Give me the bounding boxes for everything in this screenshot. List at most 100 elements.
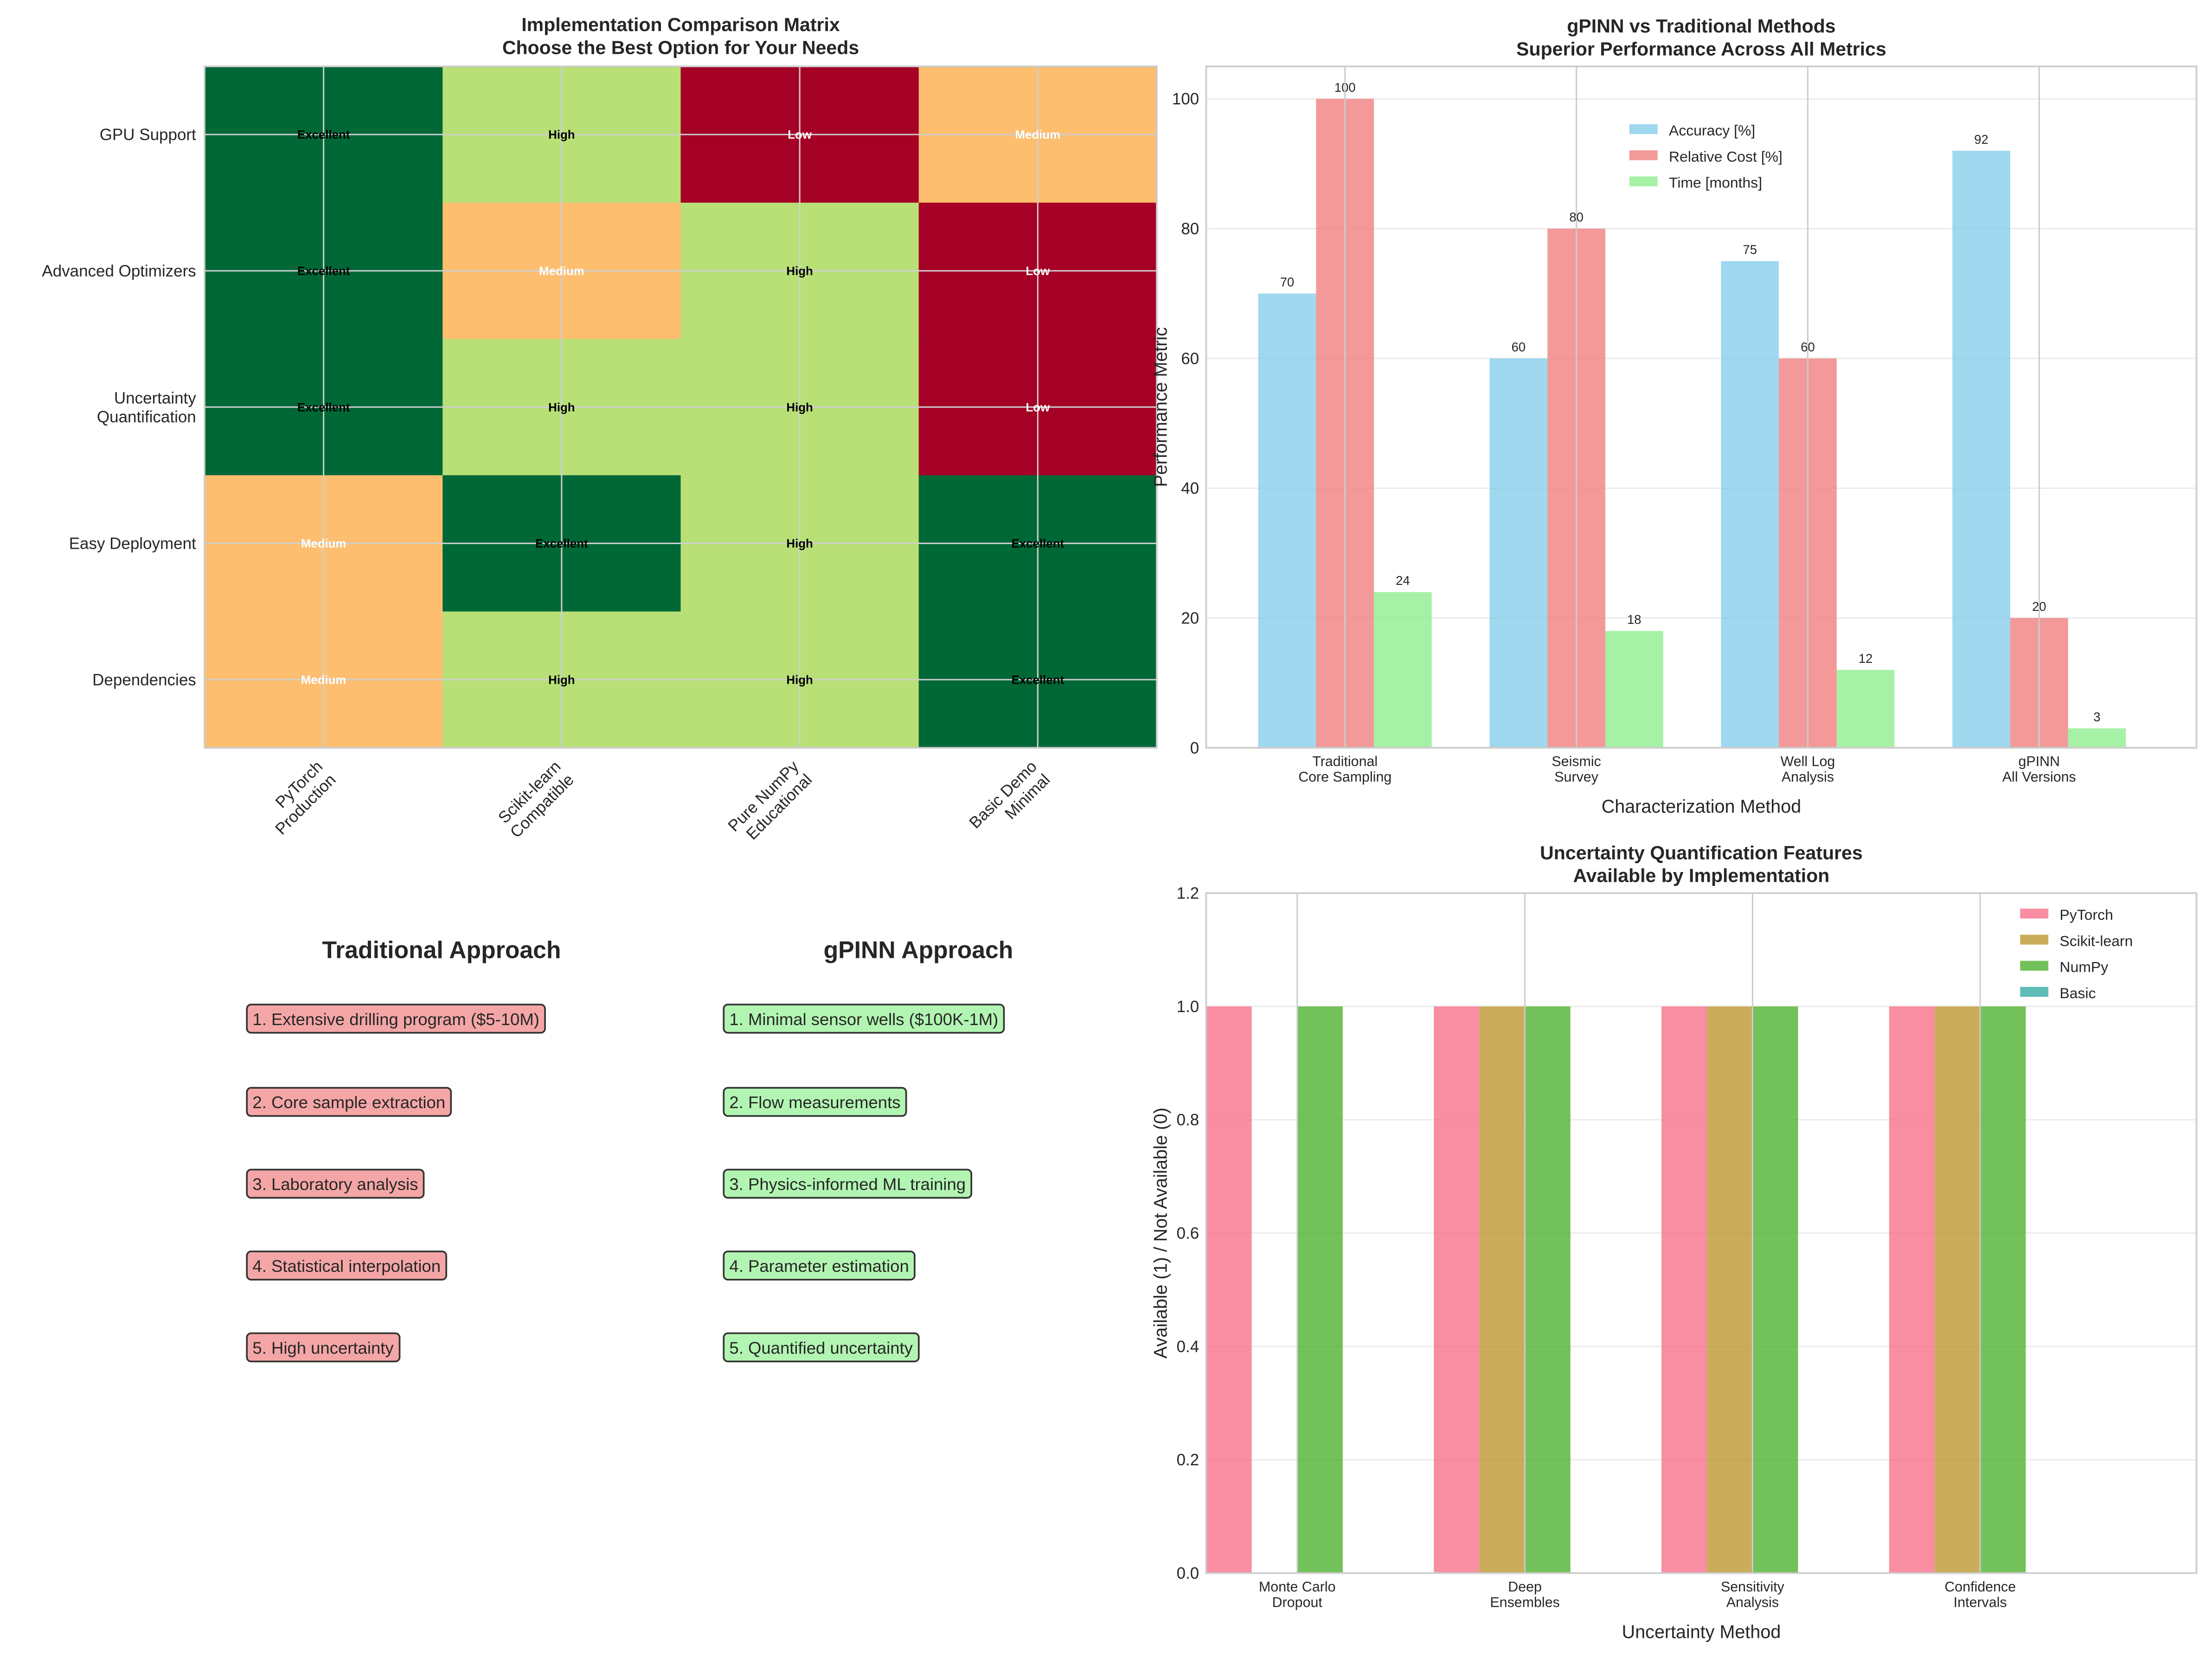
bar: [1935, 1006, 1981, 1573]
cell-label: High: [548, 674, 575, 686]
approach-heading: gPINN Approach: [824, 936, 1013, 963]
legend-label: Relative Cost [%]: [1669, 148, 1782, 165]
legend-label: Scikit-learn: [2060, 932, 2133, 949]
step-box: [246, 1168, 425, 1199]
plot-frame: [204, 65, 1158, 749]
step-box: [246, 1251, 448, 1281]
bar: [1525, 1006, 1571, 1573]
cell-label: Excellent: [297, 401, 350, 414]
y-tick-label: 0.8: [1177, 1111, 1199, 1129]
legend-label: Accuracy [%]: [1669, 122, 1755, 139]
x-tick-label: Seismic Survey: [1552, 754, 1601, 785]
y-axis-label: Performance Metric: [1150, 327, 1171, 487]
cell-label: High: [548, 401, 575, 414]
step-box: [246, 1003, 546, 1034]
step-label: 4. Statistical interpolation: [252, 1257, 441, 1276]
bar-value-label: 70: [1280, 275, 1294, 289]
y-tick-label: 20: [1181, 609, 1199, 628]
y-tick-label: 60: [1181, 350, 1199, 368]
y-tick-label: 0.6: [1177, 1225, 1199, 1243]
y-tick-label: 0.4: [1177, 1338, 1199, 1356]
column-label: PyTorchProduction: [258, 757, 339, 838]
cell-label: High: [786, 674, 813, 686]
bar: [1980, 1006, 2026, 1573]
bar: [1661, 1006, 1707, 1573]
bar: [1721, 261, 1779, 748]
legend-swatch: [1629, 124, 1658, 135]
legend-swatch: [2020, 935, 2049, 945]
bar: [1489, 358, 1548, 748]
step-box: [723, 1168, 973, 1199]
step-box: [246, 1332, 401, 1363]
legend-label: Basic: [2060, 985, 2096, 1001]
row-label: Dependencies: [92, 671, 196, 689]
step-label: 2. Core sample extraction: [252, 1093, 445, 1112]
step-label: 5. Quantified uncertainty: [729, 1338, 913, 1357]
step-box: [723, 1332, 920, 1363]
chart-title: gPINN vs Traditional Methods Superior Per…: [1516, 15, 1886, 59]
row-label: Easy Deployment: [69, 535, 196, 553]
row-label: Advanced Optimizers: [42, 262, 196, 280]
x-axis-label: Uncertainty Method: [1622, 1622, 1781, 1642]
uncertainty-features-bar-chart: Uncertainty Quantification Features Avail…: [1150, 842, 2198, 1642]
step-label: 3. Physics-informed ML training: [729, 1175, 966, 1194]
plot-frame: [1205, 892, 2198, 1574]
bar-value-label: 92: [1974, 132, 1988, 147]
cell-label: High: [786, 538, 813, 551]
bar: [1889, 1006, 1935, 1573]
bar: [1258, 293, 1316, 748]
row-label: GPU Support: [100, 126, 196, 144]
plot-frame: [1205, 65, 2198, 749]
cell-label: Excellent: [297, 265, 350, 278]
step-box: [723, 1003, 1005, 1034]
bar: [1952, 151, 2010, 748]
row-label: Uncertainty Quantification: [97, 389, 196, 426]
column-label: Pure NumPyEducational: [725, 757, 816, 848]
x-axis-label: Characterization Method: [1602, 796, 1802, 817]
approach-comparison-panel: Traditional Approach 1. Extensive drillin…: [246, 936, 1013, 1363]
column-label: Scikit-learnCompatible: [494, 757, 577, 841]
cell-label: Excellent: [297, 128, 350, 141]
bar: [1752, 1006, 1798, 1573]
y-axis-label: Available (1) / Not Available (0): [1150, 1108, 1171, 1359]
approach-heading: Traditional Approach: [322, 936, 561, 963]
bar-value-label: 3: [2093, 710, 2100, 724]
step-label: 2. Flow measurements: [729, 1093, 900, 1112]
chart-title: Implementation Comparison Matrix Choose t…: [502, 14, 859, 58]
x-tick-label: Traditional Core Sampling: [1298, 754, 1391, 785]
legend-swatch: [1629, 176, 1658, 186]
y-tick-label: 1.2: [1177, 885, 1199, 903]
bar-value-label: 24: [1396, 573, 1410, 588]
legend-swatch: [1629, 150, 1658, 160]
cell-label: Low: [788, 128, 812, 141]
bar: [2068, 728, 2126, 748]
bar-value-label: 12: [1859, 651, 1872, 666]
x-tick-label: Sensitivity Analysis: [1721, 1579, 1785, 1610]
column-label: Basic DemoMinimal: [966, 757, 1053, 845]
chart-title: Uncertainty Quantification Features Avail…: [1540, 842, 1863, 886]
x-tick-label: gPINN All Versions: [2002, 754, 2076, 785]
cell-label: Excellent: [535, 538, 588, 551]
bar: [1374, 592, 1432, 748]
cell-label: High: [786, 401, 813, 414]
bar: [1479, 1006, 1525, 1573]
bar: [1206, 1006, 1252, 1573]
bar-value-label: 18: [1627, 612, 1641, 627]
bar-value-label: 75: [1743, 243, 1757, 257]
step-box: [723, 1087, 907, 1117]
performance-bar-chart: gPINN vs Traditional Methods Superior Per…: [1150, 15, 2198, 817]
y-tick-label: 0.0: [1177, 1565, 1199, 1583]
legend-label: NumPy: [2060, 959, 2109, 975]
cell-label: Excellent: [1012, 674, 1064, 686]
cell-label: Low: [1026, 265, 1051, 278]
cell-label: Medium: [301, 674, 346, 686]
bar: [1605, 631, 1663, 748]
step-label: 4. Parameter estimation: [729, 1257, 909, 1276]
legend-label: PyTorch: [2060, 906, 2113, 923]
step-label: 3. Laboratory analysis: [252, 1175, 418, 1194]
bar: [1707, 1006, 1753, 1573]
cell-label: High: [548, 128, 575, 141]
cell-label: Medium: [1015, 128, 1061, 141]
bar: [1297, 1006, 1343, 1573]
